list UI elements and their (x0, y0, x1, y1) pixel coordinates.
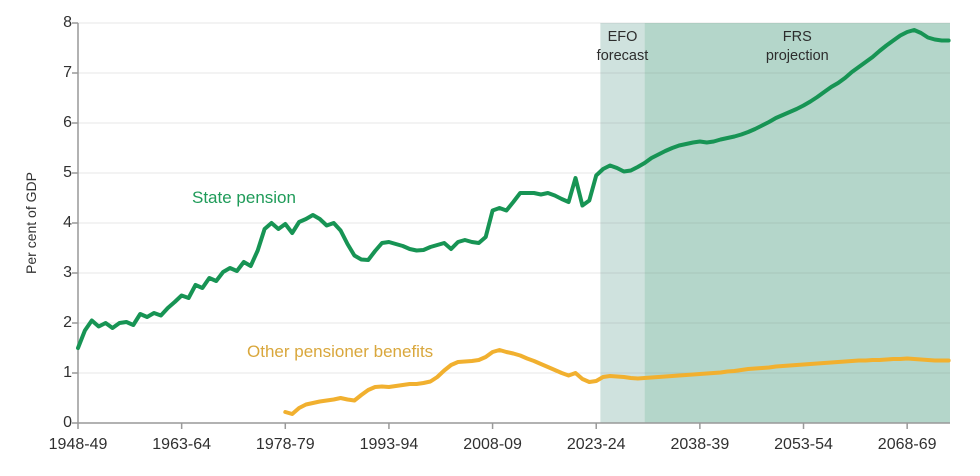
x-tick-label: 2053-54 (774, 436, 833, 453)
efo-forecast-band (600, 23, 645, 423)
x-tick-label: 2008-09 (463, 436, 522, 453)
x-tick-label: 1963-64 (152, 436, 211, 453)
frs-projection-band (644, 23, 950, 423)
y-tick-label: 4 (63, 214, 72, 231)
y-tick-label: 0 (63, 414, 72, 431)
y-tick-label: 2 (63, 314, 72, 331)
y-tick-label: 7 (63, 64, 72, 81)
y-tick-label: 3 (63, 264, 72, 281)
x-tick-label: 1948-49 (48, 436, 108, 453)
y-tick-label: 6 (63, 114, 72, 131)
y-tick-label: 5 (63, 164, 72, 181)
y-tick-label: 8 (63, 14, 72, 31)
x-tick-label: 1978-79 (255, 436, 315, 453)
region-label-efo-forecast: EFO forecast (596, 29, 649, 64)
y-tick-label: 1 (63, 364, 72, 381)
x-tick-label: 2023-24 (566, 436, 626, 453)
other-pensioner-benefits-line (283, 348, 951, 416)
series-label-state-pension: State pension (192, 188, 296, 207)
state-pension-line (76, 28, 951, 350)
y-axis-title: Per cent of GDP (23, 172, 39, 274)
x-tick-label: 2038-39 (670, 436, 730, 453)
x-tick-label: 1993-94 (359, 436, 419, 453)
series-label-other-pensioner-benefits: Other pensioner benefits (247, 342, 434, 361)
x-tick-label: 2068-69 (877, 436, 937, 453)
region-label-frs-projection: FRS projection (765, 29, 829, 64)
